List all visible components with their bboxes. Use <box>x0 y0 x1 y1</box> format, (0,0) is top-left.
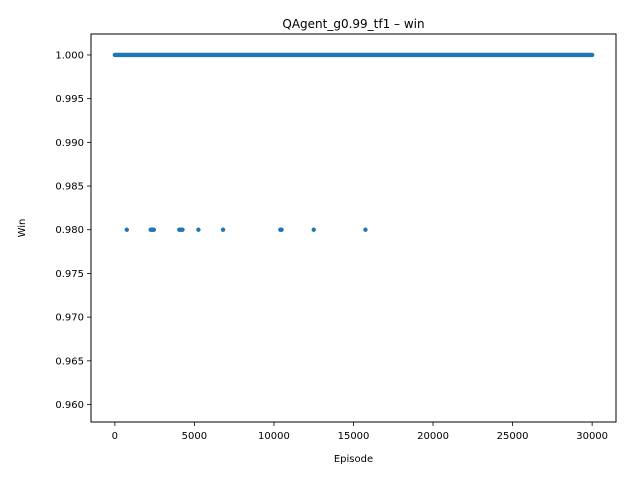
y-tick-label: 0.965 <box>55 356 84 367</box>
x-tick-label: 15000 <box>338 431 370 442</box>
x-tick-label: 5000 <box>182 431 207 442</box>
chart-title: QAgent_g0.99_tf1 – win <box>282 17 424 31</box>
y-tick-label: 0.990 <box>55 138 84 149</box>
x-tick-label: 25000 <box>497 431 529 442</box>
data-point-12 <box>312 228 316 232</box>
y-tick-label: 0.970 <box>55 313 84 324</box>
data-point-4 <box>152 228 156 232</box>
x-tick-label: 30000 <box>576 431 608 442</box>
data-point-11 <box>279 228 283 232</box>
data-point-1 <box>125 228 129 232</box>
x-axis-label: Episode <box>334 454 373 465</box>
y-tick-label: 0.995 <box>55 94 84 105</box>
y-tick-label: 0.975 <box>55 269 84 280</box>
x-tick-label: 0 <box>112 431 118 442</box>
y-tick-label: 0.960 <box>55 400 84 411</box>
y-tick-label: 0.980 <box>55 225 84 236</box>
y-tick-label: 1.000 <box>55 50 84 61</box>
x-tick-label: 10000 <box>258 431 290 442</box>
y-axis-label: Win <box>17 219 28 238</box>
y-tick-label: 0.985 <box>55 182 84 193</box>
data-point-9 <box>221 228 225 232</box>
x-tick-label: 20000 <box>417 431 449 442</box>
data-point-13 <box>363 228 367 232</box>
data-point-8 <box>196 228 200 232</box>
data-point-7 <box>180 228 184 232</box>
